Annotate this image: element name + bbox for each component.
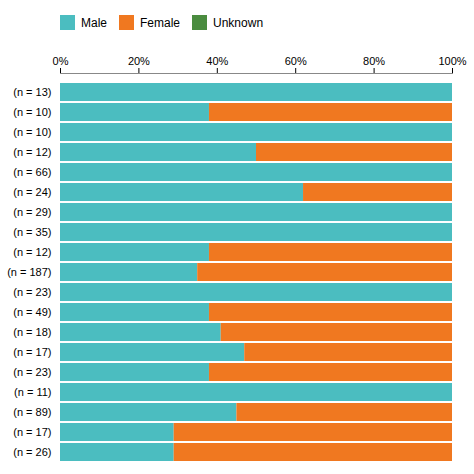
svg-text:(n = 12): (n = 12) — [13, 246, 51, 258]
svg-text:(n = 89): (n = 89) — [13, 406, 51, 418]
svg-text:(n = 26): (n = 26) — [13, 446, 51, 458]
svg-text:(n = 10): (n = 10) — [13, 106, 51, 118]
svg-text:20%: 20% — [128, 55, 150, 67]
svg-text:80%: 80% — [363, 55, 385, 67]
html-text:Female: Female — [140, 15, 180, 30]
svg-text:(n = 13): (n = 13) — [13, 86, 51, 98]
svg-text:0%: 0% — [53, 55, 69, 67]
svg-text:(n = 24): (n = 24) — [13, 186, 51, 198]
svg-text:(n = 11): (n = 11) — [14, 386, 51, 398]
svg-text:100%: 100% — [438, 55, 466, 67]
svg-text:40%: 40% — [206, 55, 228, 67]
svg-text:(n = 66): (n = 66) — [13, 166, 51, 178]
svg-text:(n = 187): (n = 187) — [7, 266, 51, 278]
svg-text:(n = 12): (n = 12) — [13, 146, 51, 158]
svg-text:(n = 23): (n = 23) — [13, 366, 51, 378]
svg-text:60%: 60% — [285, 55, 307, 67]
svg-text:(n = 23): (n = 23) — [13, 286, 51, 298]
svg-text:(n = 10): (n = 10) — [13, 126, 51, 138]
svg-text:(n = 49): (n = 49) — [13, 306, 51, 318]
html-text:Unknown: Unknown — [213, 15, 264, 30]
svg-text:(n = 29): (n = 29) — [13, 206, 51, 218]
html-text:Male: Male — [81, 15, 107, 30]
svg-text:(n = 17): (n = 17) — [13, 426, 51, 438]
svg-text:(n = 17): (n = 17) — [13, 346, 51, 358]
svg-text:(n = 35): (n = 35) — [13, 226, 51, 238]
svg-text:(n = 18): (n = 18) — [13, 326, 51, 338]
